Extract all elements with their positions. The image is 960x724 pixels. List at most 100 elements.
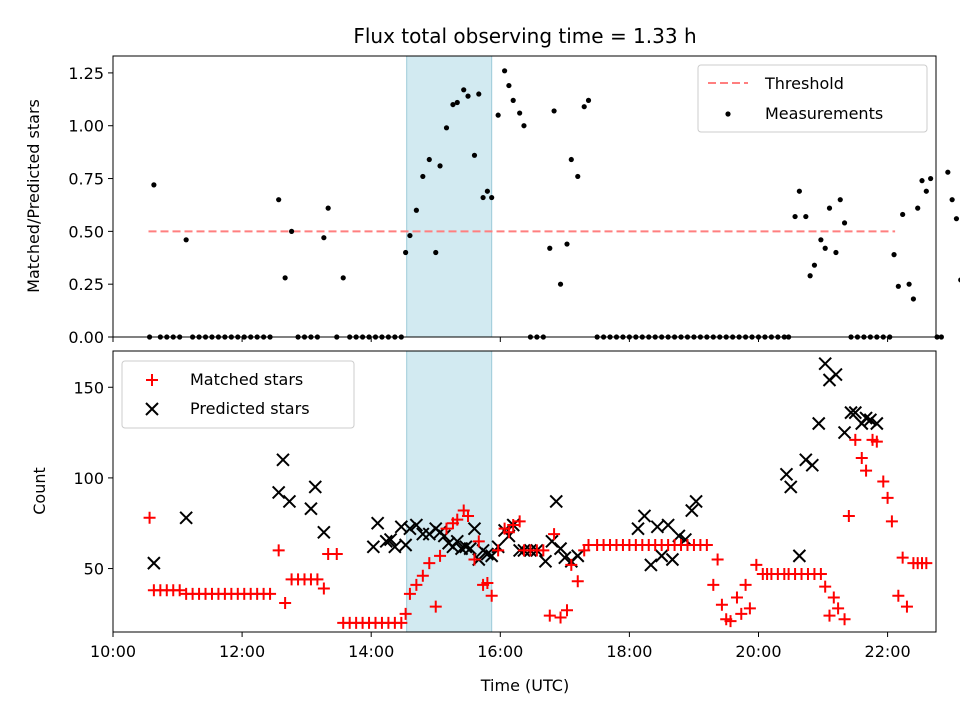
measurement-point [923,188,929,194]
measurement-point [822,245,828,251]
measurement-point [325,205,331,211]
measurement-point [480,194,486,201]
matched-point [711,553,724,566]
matched-point [468,553,481,566]
legend-predicted-swatch [145,402,159,416]
matched-point [537,544,550,557]
measurement-point [807,273,813,279]
measurement-point [811,262,818,268]
matched-point [513,515,526,528]
top-y-axis-label: Matched/Predicted stars [24,99,43,293]
measurement-point [900,211,906,218]
measurement-point [454,99,460,106]
measurement-point [568,156,574,163]
predicted-point [844,405,858,420]
matched-point [272,544,285,557]
predicted-point [837,425,852,440]
matched-point [434,549,447,562]
matched-point [492,544,505,557]
predicted-point [388,540,402,554]
bottom-panel: 50 100 150 10:00 12:00 14:00 16:00 18:00 20:00 2… [30,350,937,695]
predicted-point [784,480,798,494]
measurement-point [484,188,490,194]
matched-point [571,575,584,588]
measurement-point [420,173,426,180]
predicted-point [661,518,675,532]
matched-point [416,569,429,582]
predicted-point [467,521,482,536]
predicted-point [631,521,645,536]
top-plot-frame [112,55,937,338]
predicted-point [308,480,322,494]
legend-matched-label: Matched stars [190,370,303,389]
bottom-plot-frame [112,350,937,633]
matched-point [399,607,412,620]
x-tick-label: 18:00 [606,642,652,661]
predicted-point [450,534,464,549]
predicted-point [558,550,572,565]
matched-point [462,509,475,522]
predicted-point [370,516,385,530]
predicted-point [403,521,417,536]
bottom-legend-frame [121,360,355,429]
predicted-point [282,494,297,509]
measurement-point [151,182,157,188]
predicted-point [276,453,290,467]
matched-point [881,491,894,504]
predicted-point [553,541,568,556]
predicted-point [870,416,884,431]
bottom-y-axis-label: Count [30,467,49,515]
measurement-point [891,252,897,258]
measurement-point [517,110,523,116]
measurement-point [506,82,512,89]
matched-point [485,589,498,602]
measurement-point [826,205,833,211]
legend-measurements-label: Measurements [765,104,883,123]
predicted-point [383,532,398,547]
measurement-point [183,237,189,243]
measurement-point [792,213,798,220]
top-y-axis: 0.00 0.25 0.50 0.75 1.00 1.25 [68,64,113,347]
y-tick-label: 0.75 [68,170,104,189]
matched-point [832,602,845,615]
x-tick-label: 10:00 [90,642,136,661]
measurement-point [841,220,848,226]
measurement-point [585,97,592,103]
measurements-series [146,68,960,340]
predicted-point [549,494,563,509]
measurement-point [450,101,456,108]
top-panel: 0.00 0.25 0.50 0.75 1.00 1.25 Matched/Predict… [24,55,960,347]
measurement-point [928,175,934,182]
predicted-point [179,511,193,525]
matched-point [892,589,905,602]
measurement-point [895,283,901,289]
measurement-point [340,275,346,281]
matched-stars-series [143,433,933,629]
y-tick-label: 100 [73,469,104,488]
measurement-point [501,68,508,74]
predicted-point [459,540,473,554]
x-tick-label: 20:00 [735,642,781,661]
chart-title: Flux total observing time = 1.33 h [353,24,696,48]
matched-point [502,526,515,539]
matched-point [507,519,520,532]
top-legend: Threshold Measurements [697,64,928,133]
predicted-point [480,547,495,561]
measurement-point [837,197,843,203]
predicted-point [644,558,658,572]
measurement-point [547,245,553,251]
predicted-point [409,518,424,532]
measurement-point [403,249,409,256]
matched-point [814,567,827,580]
matched-point [896,551,909,564]
matched-point [311,573,324,586]
predicted-point [147,556,161,570]
matched-point [900,600,913,613]
predicted-point [304,502,318,516]
predicted-point [792,549,807,563]
matched-point [481,577,494,590]
matched-point [440,522,453,535]
legend-measurements-swatch [725,111,731,117]
measurement-point [282,275,288,281]
measurement-point [910,296,917,302]
